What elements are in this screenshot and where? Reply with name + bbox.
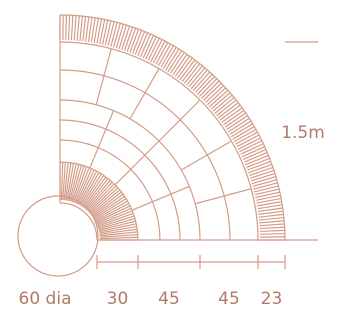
brick-joint [255,189,279,195]
arc [60,203,97,240]
segment-label: 30 [107,289,129,309]
brick-joint [77,16,79,41]
brick-joint [168,51,182,72]
paving-pattern [18,15,285,276]
brick-joint [259,218,284,220]
brick-joint [233,127,255,140]
paver-joint [181,141,231,170]
brick-joint [105,21,111,45]
brick-joint [228,118,249,132]
brick-joint [253,180,277,187]
brick-joint [180,60,195,80]
brick-joint [158,44,170,66]
brick-joint [61,162,62,200]
brick-joint [231,124,252,137]
brick-joint [260,227,285,228]
brick-joint [171,52,185,73]
segment-label: 45 [218,289,240,309]
brick-joint [114,23,121,47]
segment-label: 45 [158,289,180,309]
paver-joint [130,69,159,119]
brick-joint [260,230,285,231]
brick-joint [71,15,72,40]
brick-joint [227,116,248,130]
center-circle [18,196,98,276]
paver-joint [132,186,189,210]
brick-joint [259,224,284,226]
brick-joint [258,211,283,214]
segment-label: 23 [261,289,283,309]
brick-joint [66,15,67,40]
brick-joint [111,22,117,46]
paving-diagram: 1.5m 60 dia 30 45 45 23 [0,0,344,313]
brick-joint [254,186,278,192]
brick-joint [100,237,138,238]
brick-joint [259,221,284,223]
brick-joint [230,121,251,134]
brick-joint [223,110,243,124]
brick-joint [86,17,89,42]
brick-joint [220,105,240,120]
brick-joint [173,54,187,75]
brick-joint [166,49,179,70]
brick-joint [108,22,114,46]
brick-joint [163,47,176,68]
brick-joint [69,15,70,40]
brick-joint [259,214,284,217]
brick-joint [260,234,285,235]
paver-joint [90,111,114,168]
brick-joint [161,46,174,68]
brick-joint [253,183,277,189]
brick-joint [234,129,256,141]
brick-joint [83,16,86,41]
brick-joint [225,113,246,127]
height-label: 1.5m [281,123,325,143]
center-label: 60 dia [19,289,72,309]
brick-joint [80,16,82,41]
brick-joint [178,58,193,78]
brick-joint [222,108,242,123]
brick-joint [74,16,76,41]
brick-joint [175,56,189,76]
